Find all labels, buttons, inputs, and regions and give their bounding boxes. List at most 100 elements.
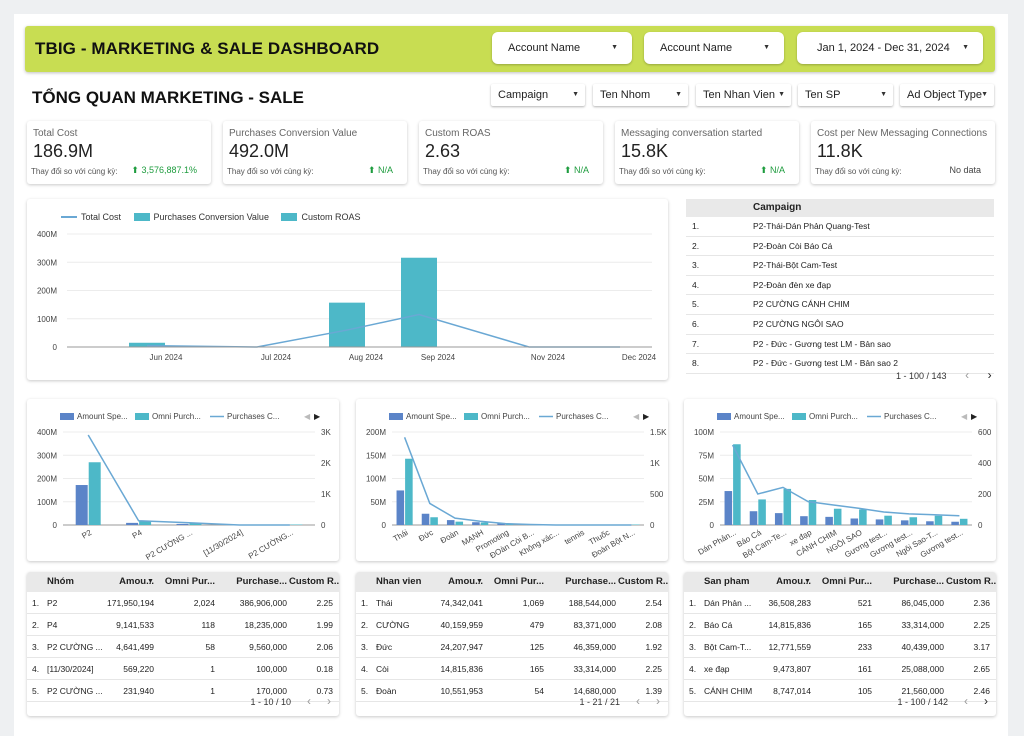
column-header[interactable]: Amou...	[448, 576, 483, 587]
x-tick-label: P4	[131, 528, 144, 541]
table-row[interactable]: 5. Đoàn 10,551,953 54 14,680,000 1.39	[356, 680, 668, 702]
campaign-row[interactable]: 2. P2-Đoàn Còi Báo Cá	[686, 237, 994, 257]
column-header[interactable]: Custom R...	[618, 576, 668, 587]
column-header[interactable]: Amou...	[776, 576, 811, 587]
legend-item[interactable]: Total Cost	[61, 212, 121, 222]
prev-page-icon[interactable]: ‹	[964, 694, 968, 708]
column-header[interactable]: Custom R...	[289, 576, 339, 587]
sort-desc-icon[interactable]: ▼	[476, 578, 483, 585]
column-header[interactable]: Omni Pur...	[493, 576, 544, 587]
legend-label: Total Cost	[81, 212, 122, 222]
y-right-tick-label: 1K	[650, 459, 660, 468]
kpi-delta: ⬆ N/A	[367, 165, 393, 175]
column-header[interactable]: Purchase...	[893, 576, 944, 587]
bar-omni-purchases	[808, 500, 817, 525]
next-page-icon[interactable]: ›	[656, 694, 660, 708]
table-row[interactable]: 1. Dán Phản ... 36,508,283 521 86,045,000 2.3…	[684, 592, 996, 614]
table-row[interactable]: 4. xe đạp 9,473,807 161 25,088,000 2.65	[684, 658, 996, 680]
y-right-tick-label: 1K	[321, 490, 331, 499]
table-row[interactable]: 2. CƯỜNG 40,159,959 479 83,371,000 2.08	[356, 614, 668, 636]
table-cell: CÁNH CHIM	[704, 686, 753, 696]
table-cell: 100,000	[256, 664, 287, 674]
prev-page-icon[interactable]: ‹	[636, 694, 640, 708]
campaign-row[interactable]: 6. P2 CƯỜNG NGÔI SAO	[686, 315, 994, 335]
campaign-header[interactable]: Campaign	[686, 199, 994, 217]
table-row[interactable]: 1. P2 171,950,194 2,024 386,906,000 2.25	[27, 592, 339, 614]
legend-item[interactable]: Custom ROAS	[281, 212, 360, 222]
table-row[interactable]: 3. Đức 24,207,947 125 46,359,000 1.92	[356, 636, 668, 658]
date-range-select[interactable]: Jan 1, 2024 - Dec 31, 2024 ▼	[797, 32, 983, 64]
bar-amount-spent	[126, 522, 139, 525]
column-header[interactable]: Omni Pur...	[821, 576, 872, 587]
kpi-value: 15.8K	[621, 141, 669, 161]
next-page-icon[interactable]: ›	[984, 694, 988, 708]
table-cell: 1	[210, 686, 215, 696]
next-page-icon[interactable]: ›	[327, 694, 331, 708]
row-number: 3.	[689, 642, 697, 652]
column-header[interactable]: Custom R...	[946, 576, 996, 587]
table-row[interactable]: 2. Báo Cá 14,815,836 165 33,314,000 2.25	[684, 614, 996, 636]
campaign-row[interactable]: 8. P2 - Đức - Gương test LM - Bản sao 2	[686, 354, 994, 374]
san-pham-combo-chart[interactable]: Amount Spe... Omni Purch... Purchases C...…	[684, 399, 996, 561]
ten-sp-filter[interactable]: Ten SP ▼	[798, 84, 893, 106]
sort-desc-icon[interactable]: ▼	[147, 578, 154, 585]
column-header[interactable]: Amou...	[119, 576, 154, 587]
sort-desc-icon[interactable]: ▼	[804, 578, 811, 585]
y-tick-label: 200M	[37, 287, 57, 296]
legend-item[interactable]: Purchases Conversion Value	[133, 212, 269, 222]
table-row[interactable]: 3. Bột Cam-T... 12,771,559 233 40,439,000 3.1…	[684, 636, 996, 658]
table-row[interactable]: 3. P2 CƯỜNG ... 4,641,499 58 9,560,000 2.06	[27, 636, 339, 658]
chevron-down-icon: ▼	[880, 91, 887, 98]
campaign-row[interactable]: 5. P2 CƯỜNG CÁNH CHIM	[686, 295, 994, 315]
y-right-tick-label: 0	[321, 521, 326, 530]
campaign-row[interactable]: 3. P2-Thái-Bột Cam-Test	[686, 256, 994, 276]
table-cell: Dán Phản ...	[704, 598, 752, 608]
row-number: 1.	[689, 598, 697, 608]
ten-nhan-vien-filter[interactable]: Ten Nhan Vien ▼	[696, 84, 791, 106]
y-left-tick-label: 50M	[370, 498, 386, 507]
account-name-select-1[interactable]: Account Name ▼	[492, 32, 632, 64]
select-value: Account Name	[508, 42, 581, 54]
table-cell: xe đạp	[704, 664, 730, 674]
account-name-select-2[interactable]: Account Name ▼	[644, 32, 784, 64]
column-header[interactable]: Nhan vien	[376, 576, 422, 587]
prev-page-icon[interactable]: ‹	[965, 368, 970, 382]
ten-nhom-filter[interactable]: Ten Nhom ▼	[593, 84, 688, 106]
campaign-filter[interactable]: Campaign ▼	[491, 84, 585, 106]
column-header[interactable]: Nhóm	[47, 576, 74, 587]
campaign-name: P2-Thái-Dán Phản Quang-Test	[753, 221, 870, 231]
main-combo-chart[interactable]: Total Cost Purchases Conversion Value Cu…	[27, 199, 668, 380]
bar-omni-purchases	[783, 488, 792, 525]
table-cell: 14,815,836	[768, 620, 811, 630]
nhom-combo-chart[interactable]: Amount Spe... Omni Purch... Purchases C...…	[27, 399, 339, 561]
table-cell: 3.17	[973, 642, 990, 652]
y-left-tick-label: 0	[382, 521, 387, 530]
legend-label: Amount Spe...	[77, 412, 128, 421]
row-number: 2.	[689, 620, 697, 630]
legend-swatch	[135, 413, 149, 420]
table-row[interactable]: 2. P4 9,141,533 118 18,235,000 1.99	[27, 614, 339, 636]
table-row[interactable]: 5. CÁNH CHIM 8,747,014 105 21,560,000 2.46	[684, 680, 996, 702]
column-header[interactable]: Purchase...	[236, 576, 287, 587]
bar-omni-purchases	[758, 499, 766, 525]
campaign-row[interactable]: 4. P2-Đoàn đèn xe đạp	[686, 276, 994, 296]
ad-object-type-filter[interactable]: Ad Object Type ▼	[900, 84, 994, 106]
next-page-icon[interactable]: ›	[987, 368, 992, 382]
column-header[interactable]: Omni Pur...	[164, 576, 215, 587]
bar-amount-spent	[774, 513, 783, 525]
column-header[interactable]: San pham	[704, 576, 750, 587]
column-header[interactable]: Purchase...	[565, 576, 616, 587]
table-cell: 386,906,000	[239, 598, 287, 608]
table-row[interactable]: 5. P2 CƯỜNG ... 231,940 1 170,000 0.73	[27, 680, 339, 702]
table-row[interactable]: 1. Thái 74,342,041 1,069 188,544,000 2.54	[356, 592, 668, 614]
dashboard-title: TBIG - MARKETING & SALE DASHBOARD	[35, 39, 380, 58]
table-row[interactable]: 4. [11/30/2024] 569,220 1 100,000 0.18	[27, 658, 339, 680]
nhan-vien-combo-chart[interactable]: Amount Spe... Omni Purch... Purchases C...…	[356, 399, 668, 561]
chevron-down-icon: ▼	[675, 91, 682, 98]
campaign-row[interactable]: 7. P2 - Đức - Gương test LM - Bản sao	[686, 335, 994, 355]
campaign-row[interactable]: 1. P2-Thái-Dán Phản Quang-Test	[686, 217, 994, 237]
table-row[interactable]: 4. Còi 14,815,836 165 33,314,000 2.25	[356, 658, 668, 680]
bar-amount-spent	[472, 522, 480, 525]
bar-omni-purchases	[959, 518, 968, 525]
prev-page-icon[interactable]: ‹	[307, 694, 311, 708]
